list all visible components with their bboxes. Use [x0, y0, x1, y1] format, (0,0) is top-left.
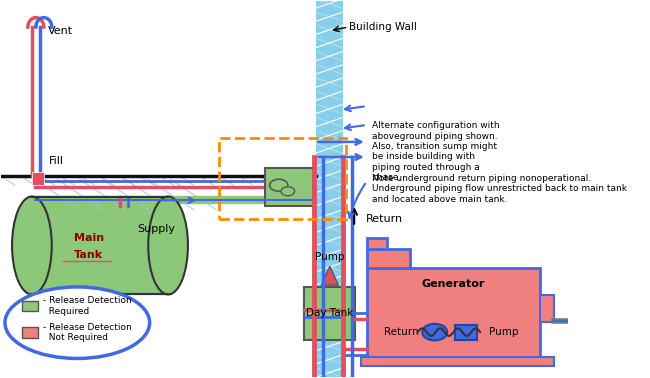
Bar	[304, 287, 356, 340]
Text: Building Wall: Building Wall	[348, 22, 417, 32]
Bar	[219, 138, 346, 219]
Ellipse shape	[5, 287, 150, 358]
Text: Pump: Pump	[315, 253, 344, 262]
Text: Supply: Supply	[137, 223, 175, 234]
Bar	[29, 197, 171, 294]
Text: - Release Detection
  Required: - Release Detection Required	[43, 296, 131, 316]
Bar	[265, 168, 313, 206]
Text: Alternate configuration with
aboveground piping shown.
Also, transition sump mig: Alternate configuration with aboveground…	[372, 121, 500, 182]
Polygon shape	[321, 266, 338, 285]
Bar	[540, 295, 554, 322]
Bar	[367, 249, 410, 268]
Circle shape	[422, 324, 447, 341]
Text: Day Tank: Day Tank	[306, 308, 354, 318]
Text: Generator: Generator	[421, 279, 485, 290]
Bar	[367, 268, 540, 358]
Text: Pump: Pump	[489, 327, 518, 337]
Text: Note underground return piping nonoperational.
Underground piping flow unrestric: Note underground return piping nonoperat…	[372, 174, 627, 204]
Bar	[367, 238, 387, 249]
Text: Tank: Tank	[74, 250, 103, 260]
Bar	[454, 325, 477, 341]
Bar	[32, 172, 44, 185]
Ellipse shape	[148, 197, 188, 294]
Text: Return: Return	[384, 327, 419, 337]
Circle shape	[270, 179, 288, 191]
Bar	[22, 301, 38, 311]
Bar	[22, 327, 38, 338]
Circle shape	[281, 187, 294, 196]
Ellipse shape	[12, 197, 52, 294]
Text: Vent: Vent	[48, 26, 73, 36]
Text: Return: Return	[365, 214, 402, 224]
Bar	[316, 1, 343, 377]
Bar	[361, 356, 554, 366]
Text: - Release Detection
  Not Required: - Release Detection Not Required	[43, 323, 131, 342]
Text: Fill: Fill	[49, 156, 64, 166]
Text: Main: Main	[73, 233, 104, 243]
